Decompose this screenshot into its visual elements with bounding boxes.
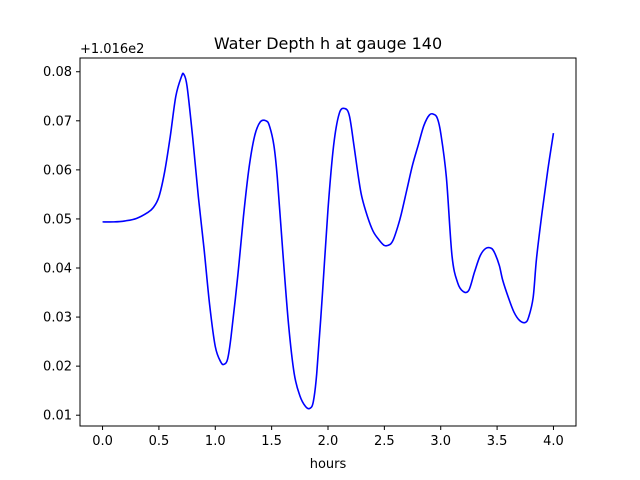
x-tick-label: 0.5 (149, 434, 170, 449)
y-tick-label: 0.02 (43, 360, 72, 375)
y-offset-label: +1.016e2 (80, 42, 144, 57)
x-tick-label: 2.0 (318, 434, 339, 449)
y-tick-label: 0.07 (43, 114, 72, 129)
x-tick-label: 2.5 (374, 434, 395, 449)
x-tick-label: 3.0 (430, 434, 451, 449)
y-tick-label: 0.03 (43, 311, 72, 326)
y-tick-label: 0.08 (43, 65, 72, 80)
x-axis: 0.0 0.5 1.0 1.5 2.0 2.5 3.0 3.5 4.0 (92, 426, 564, 449)
chart-title: Water Depth h at gauge 140 (214, 34, 442, 53)
y-tick-label: 0.05 (43, 212, 72, 227)
y-axis: 0.01 0.02 0.03 0.04 0.05 0.06 0.07 0.08 (43, 65, 80, 424)
x-tick-label: 1.5 (261, 434, 282, 449)
y-tick-label: 0.06 (43, 163, 72, 178)
x-tick-label: 0.0 (92, 434, 113, 449)
x-tick-label: 3.5 (487, 434, 508, 449)
x-tick-label: 1.0 (205, 434, 226, 449)
x-tick-label: 4.0 (543, 434, 564, 449)
plot-area (102, 72, 555, 410)
water-depth-line (102, 72, 555, 410)
x-axis-label: hours (310, 457, 347, 472)
y-tick-label: 0.01 (43, 409, 72, 424)
y-tick-label: 0.04 (43, 262, 72, 277)
